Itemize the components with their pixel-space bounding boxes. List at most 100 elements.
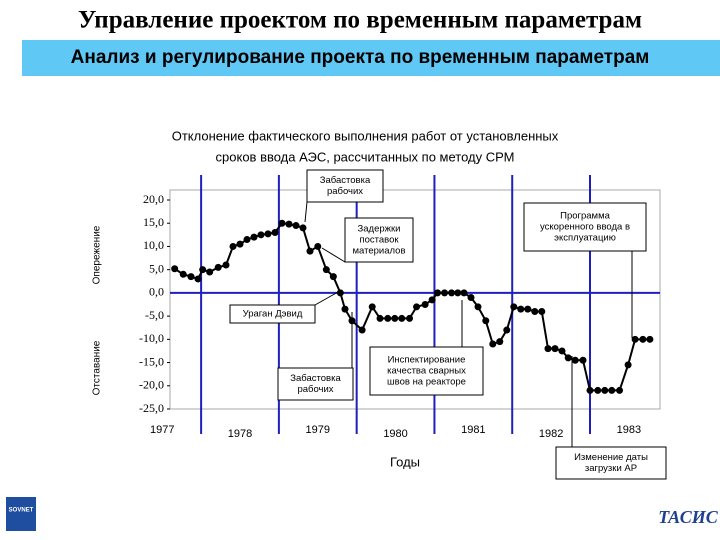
callout-box bbox=[555, 446, 667, 480]
x-tick-label: 1980 bbox=[383, 428, 407, 440]
y-tick-label: 5,0 bbox=[149, 261, 164, 275]
data-point bbox=[448, 289, 456, 297]
callout-box bbox=[277, 367, 354, 401]
data-point bbox=[434, 289, 442, 297]
callout-text: качества сварных bbox=[387, 366, 466, 377]
data-point bbox=[391, 314, 399, 322]
data-point bbox=[194, 275, 202, 283]
x-tick-label: 1979 bbox=[306, 424, 330, 436]
data-point bbox=[594, 386, 602, 394]
data-point bbox=[236, 240, 244, 248]
logo-left-text: SOVNET bbox=[9, 508, 34, 514]
callout-text: эксплуатацию bbox=[554, 233, 616, 244]
data-point bbox=[586, 386, 594, 394]
y-tick-label: 15,0 bbox=[143, 215, 164, 229]
data-point bbox=[517, 305, 525, 313]
callout-box bbox=[306, 169, 384, 203]
data-point bbox=[639, 335, 647, 343]
callout-text: Программа bbox=[560, 211, 610, 222]
data-point bbox=[571, 356, 579, 364]
chart-title: Отклонение фактического выполнения работ… bbox=[172, 128, 559, 143]
data-point bbox=[398, 314, 406, 322]
callout-text: рабочих bbox=[297, 384, 333, 395]
data-point bbox=[264, 230, 272, 238]
callout-text: загрузки АР bbox=[585, 463, 637, 474]
data-point bbox=[292, 222, 300, 230]
x-tick-label: 1977 bbox=[150, 424, 174, 436]
data-point bbox=[229, 242, 237, 250]
callout-text: поставок bbox=[359, 235, 399, 246]
callout-text: ускоренного ввода в bbox=[540, 222, 630, 233]
callout-text: Изменение даты bbox=[574, 452, 648, 463]
y-axis-label: Отставание bbox=[92, 340, 103, 395]
callout-text: материалов bbox=[353, 246, 406, 257]
callout-leader bbox=[321, 247, 346, 263]
data-point bbox=[441, 289, 449, 297]
callout-leader bbox=[304, 201, 308, 223]
callout-text: Задержки bbox=[358, 224, 401, 235]
data-point bbox=[551, 345, 559, 353]
subtitle-bar bbox=[22, 40, 720, 76]
data-point bbox=[368, 303, 376, 311]
data-point bbox=[271, 229, 279, 237]
data-point bbox=[544, 345, 552, 353]
data-point bbox=[564, 354, 572, 362]
data-point bbox=[179, 270, 187, 278]
data-point bbox=[646, 335, 654, 343]
data-point bbox=[278, 219, 286, 227]
data-point bbox=[322, 266, 330, 274]
data-point bbox=[454, 289, 462, 297]
data-point bbox=[376, 314, 384, 322]
callout-leader bbox=[314, 291, 339, 306]
data-point bbox=[299, 224, 307, 232]
x-tick-label: 1983 bbox=[617, 424, 641, 436]
data-point bbox=[496, 338, 504, 346]
logo-right: ТАСИС bbox=[658, 507, 718, 527]
data-point bbox=[384, 314, 392, 322]
y-tick-label: -15,0 bbox=[139, 354, 164, 368]
x-axis-label: Годы bbox=[390, 454, 420, 469]
callout-text: Ураган Дэвид bbox=[243, 309, 303, 320]
y-tick-label: -20,0 bbox=[139, 378, 164, 392]
callout-text: швов на реакторе bbox=[387, 377, 466, 388]
chart: Отклонение фактического выполнения работ… bbox=[92, 128, 667, 480]
data-point bbox=[257, 231, 265, 239]
y-axis-label: Опережение bbox=[92, 225, 103, 284]
data-point bbox=[285, 220, 293, 228]
data-point bbox=[579, 356, 587, 364]
callout-text: Забастовка bbox=[320, 175, 371, 186]
y-tick-label: 10,0 bbox=[143, 238, 164, 252]
callout-text: Забастовка bbox=[290, 373, 341, 384]
data-point bbox=[358, 326, 366, 334]
slide-title: Управление проектом по временным парамет… bbox=[78, 7, 642, 34]
callout-box bbox=[523, 202, 647, 252]
y-tick-label: -5,0 bbox=[145, 308, 164, 322]
data-point bbox=[222, 261, 230, 269]
data-point bbox=[329, 273, 337, 281]
data-point bbox=[474, 303, 482, 311]
data-point bbox=[171, 265, 179, 273]
x-tick-label: 1978 bbox=[228, 428, 252, 440]
data-point bbox=[601, 386, 609, 394]
data-point bbox=[631, 335, 639, 343]
data-point bbox=[341, 305, 349, 313]
data-point bbox=[616, 386, 624, 394]
data-point bbox=[608, 386, 616, 394]
callout-text: Инспектирование bbox=[388, 355, 466, 366]
data-point bbox=[206, 268, 214, 276]
data-point bbox=[467, 294, 475, 302]
data-point bbox=[558, 347, 566, 355]
callout-text: рабочих bbox=[327, 186, 363, 197]
x-tick-label: 1981 bbox=[461, 424, 485, 436]
data-point bbox=[314, 242, 322, 250]
logo-left bbox=[6, 497, 36, 531]
data-point bbox=[336, 289, 344, 297]
data-point bbox=[306, 247, 314, 255]
data-point bbox=[187, 273, 195, 281]
data-point bbox=[510, 303, 518, 311]
data-point bbox=[503, 326, 511, 334]
y-tick-label: 0,0 bbox=[149, 285, 164, 299]
data-point bbox=[199, 266, 207, 274]
data-point bbox=[243, 235, 251, 243]
